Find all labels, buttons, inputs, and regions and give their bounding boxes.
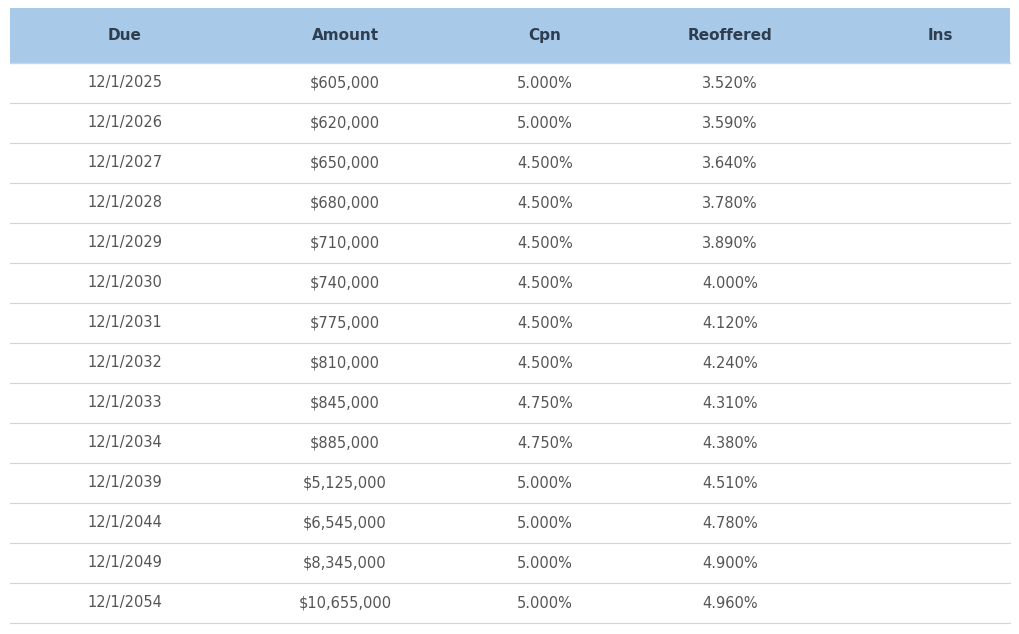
Text: 12/1/2027: 12/1/2027 <box>88 155 162 171</box>
Text: $680,000: $680,000 <box>310 195 380 210</box>
Text: 3.520%: 3.520% <box>701 75 757 91</box>
Text: 4.500%: 4.500% <box>517 316 573 330</box>
Text: 4.960%: 4.960% <box>701 595 757 611</box>
Text: 12/1/2028: 12/1/2028 <box>88 195 162 210</box>
Text: Due: Due <box>108 28 142 43</box>
Text: 4.500%: 4.500% <box>517 195 573 210</box>
Text: 12/1/2044: 12/1/2044 <box>88 515 162 531</box>
Text: 12/1/2054: 12/1/2054 <box>88 595 162 611</box>
Text: 12/1/2049: 12/1/2049 <box>88 555 162 571</box>
Text: 4.900%: 4.900% <box>701 555 757 571</box>
Text: 12/1/2025: 12/1/2025 <box>88 75 162 91</box>
Text: $810,000: $810,000 <box>310 356 380 370</box>
Text: 4.310%: 4.310% <box>701 396 757 410</box>
Text: $710,000: $710,000 <box>310 235 380 250</box>
Text: 5.000%: 5.000% <box>517 555 573 571</box>
Text: 5.000%: 5.000% <box>517 515 573 531</box>
Text: 4.120%: 4.120% <box>701 316 757 330</box>
Text: $845,000: $845,000 <box>310 396 379 410</box>
Text: 12/1/2030: 12/1/2030 <box>88 276 162 290</box>
Text: Ins: Ins <box>926 28 952 43</box>
Text: 12/1/2029: 12/1/2029 <box>88 235 162 250</box>
Text: 4.500%: 4.500% <box>517 356 573 370</box>
Text: 12/1/2033: 12/1/2033 <box>88 396 162 410</box>
Text: $885,000: $885,000 <box>310 436 379 451</box>
Text: 5.000%: 5.000% <box>517 595 573 611</box>
Text: Reoffered: Reoffered <box>687 28 771 43</box>
Text: 3.640%: 3.640% <box>701 155 757 171</box>
Text: 12/1/2031: 12/1/2031 <box>88 316 162 330</box>
Text: $650,000: $650,000 <box>310 155 380 171</box>
Text: $6,545,000: $6,545,000 <box>303 515 386 531</box>
Text: $605,000: $605,000 <box>310 75 380 91</box>
Text: 12/1/2032: 12/1/2032 <box>88 356 162 370</box>
Text: 3.780%: 3.780% <box>701 195 757 210</box>
Text: 4.750%: 4.750% <box>517 436 573 451</box>
Text: 4.380%: 4.380% <box>701 436 757 451</box>
Text: 4.000%: 4.000% <box>701 276 757 290</box>
Text: 3.590%: 3.590% <box>701 115 757 131</box>
Text: Amount: Amount <box>311 28 378 43</box>
Text: $740,000: $740,000 <box>310 276 380 290</box>
Text: $8,345,000: $8,345,000 <box>303 555 386 571</box>
Text: 12/1/2039: 12/1/2039 <box>88 476 162 491</box>
Text: $5,125,000: $5,125,000 <box>303 476 386 491</box>
Text: 4.780%: 4.780% <box>701 515 757 531</box>
Text: 4.500%: 4.500% <box>517 155 573 171</box>
Text: $620,000: $620,000 <box>310 115 380 131</box>
Text: 5.000%: 5.000% <box>517 75 573 91</box>
Text: $775,000: $775,000 <box>310 316 380 330</box>
Text: 4.750%: 4.750% <box>517 396 573 410</box>
Text: Cpn: Cpn <box>528 28 560 43</box>
Text: 12/1/2026: 12/1/2026 <box>88 115 162 131</box>
Text: 4.510%: 4.510% <box>701 476 757 491</box>
Text: 4.500%: 4.500% <box>517 276 573 290</box>
Bar <box>10 8 1009 63</box>
Text: 5.000%: 5.000% <box>517 476 573 491</box>
Text: 4.240%: 4.240% <box>701 356 757 370</box>
Text: 3.890%: 3.890% <box>701 235 757 250</box>
Text: $10,655,000: $10,655,000 <box>299 595 391 611</box>
Text: 5.000%: 5.000% <box>517 115 573 131</box>
Text: 12/1/2034: 12/1/2034 <box>88 436 162 451</box>
Text: 4.500%: 4.500% <box>517 235 573 250</box>
